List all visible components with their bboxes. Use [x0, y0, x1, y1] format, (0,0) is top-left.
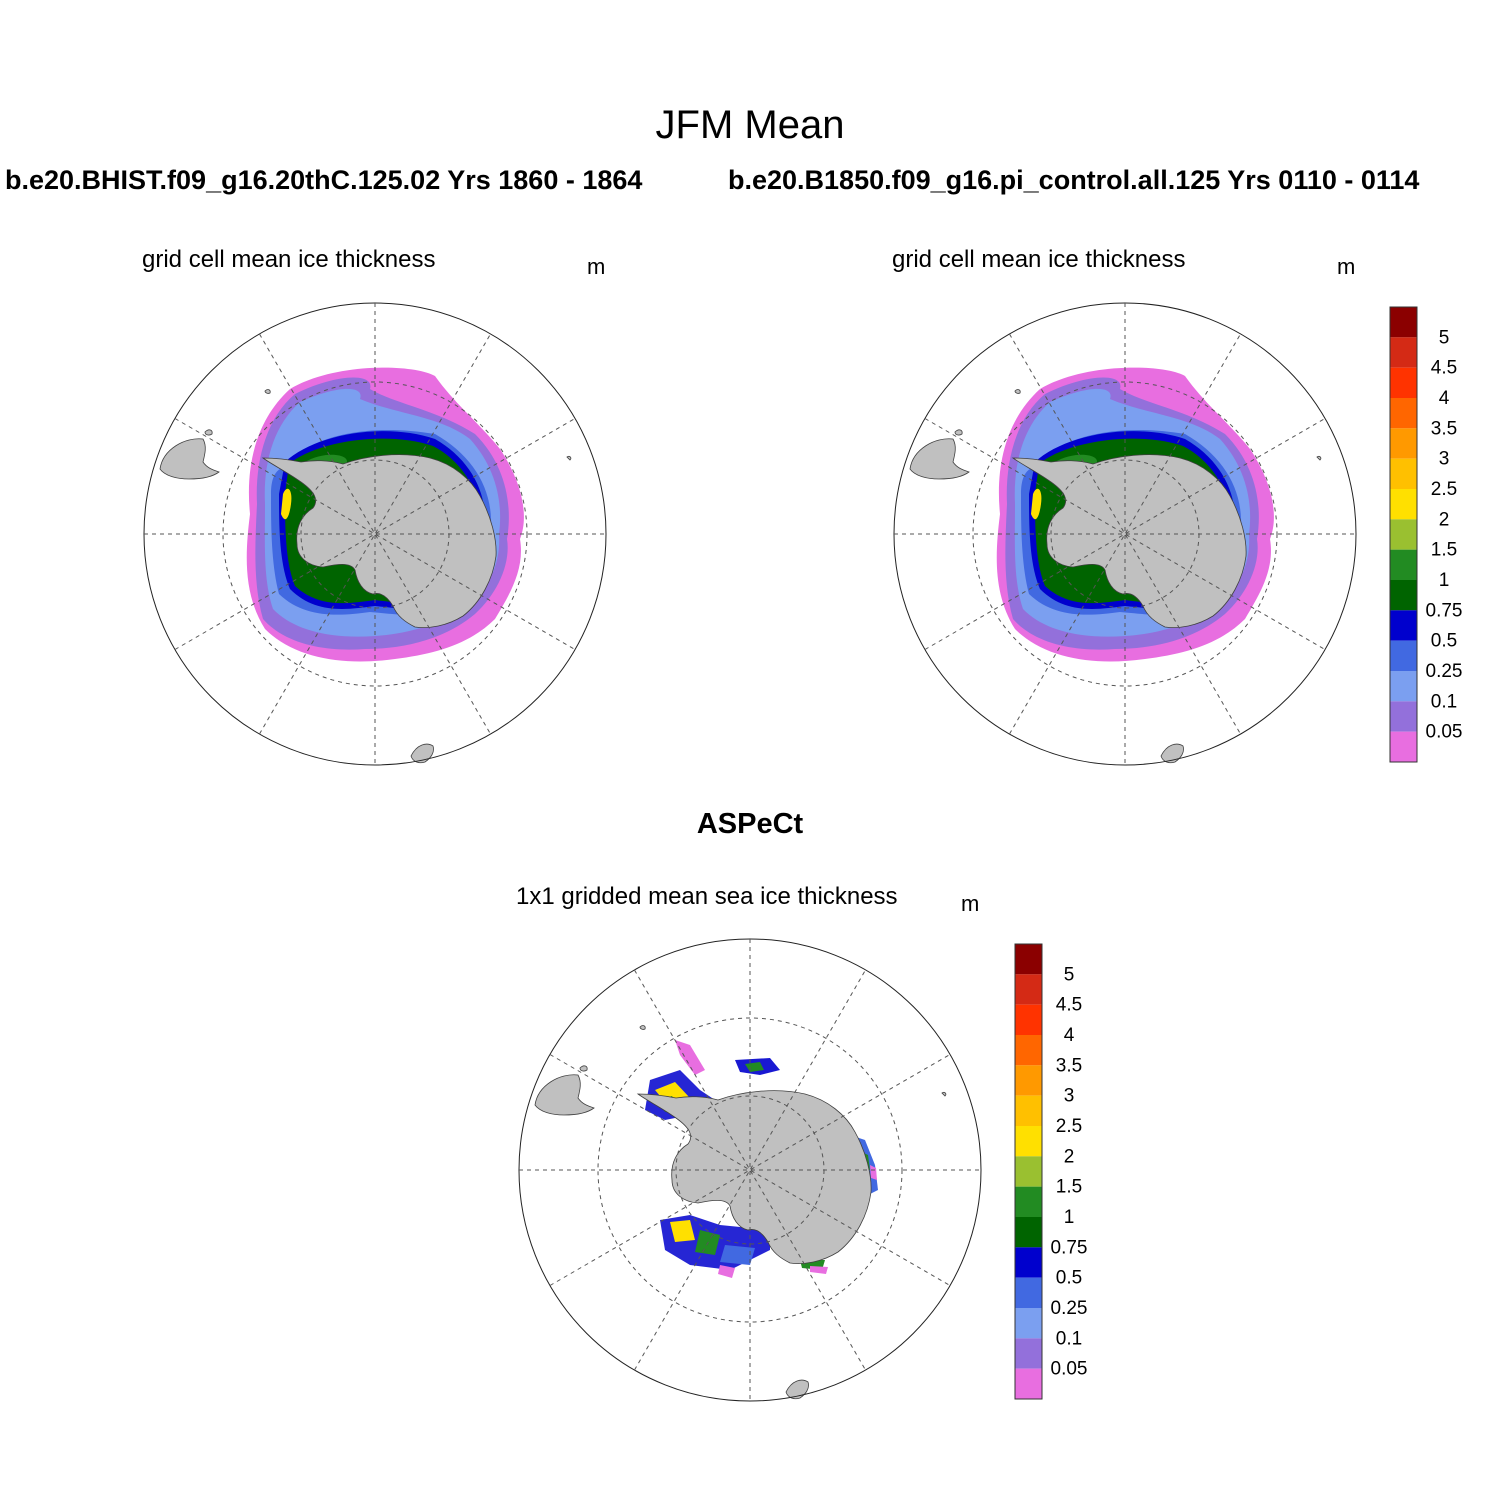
colorbar-bottom-tick-label: 2 — [1064, 1146, 1075, 1167]
colorbar-bottom-tick-label: 1.5 — [1056, 1177, 1082, 1198]
colorbar-bottom-tick-label: 5 — [1064, 964, 1075, 985]
figure-title: JFM Mean — [655, 103, 845, 147]
colorbar-top-tick-label: 0.25 — [1426, 661, 1463, 682]
colorbar-bottom-tick-label: 3.5 — [1056, 1055, 1082, 1076]
colorbar-bottom-swatch — [1015, 1156, 1042, 1187]
colorbar-bottom-swatch — [1015, 1277, 1042, 1308]
colorbar-top-swatch — [1390, 489, 1417, 520]
colorbar-bottom-tick-label: 0.05 — [1051, 1359, 1088, 1380]
colorbar-bottom: 5 4.5 4 3.5 3 2.5 2 1.5 1 0.75 0.5 0.25 0.1 0.05 — [1014, 943, 1088, 1400]
colorbar-top-swatch — [1390, 519, 1417, 550]
colorbar-bottom-border — [1014, 943, 1043, 1400]
colorbar-top-tick-label: 0.1 — [1431, 691, 1457, 712]
variable-label-model: grid cell mean ice thickness — [142, 246, 436, 273]
colorbar-bottom-swatch — [1015, 1308, 1042, 1339]
colorbar-top-swatch — [1390, 610, 1417, 641]
colorbar-top-tick-label: 3.5 — [1431, 418, 1457, 439]
colorbar-top-swatch — [1390, 701, 1417, 732]
colorbar-top-tick-label: 2 — [1439, 509, 1450, 530]
colorbar-bottom-tick-label: 1 — [1064, 1207, 1075, 1228]
colorbar-bottom-swatch — [1015, 1368, 1042, 1399]
colorbar-top-swatch — [1390, 398, 1417, 429]
panel-header-model: b.e20.BHIST.f09_g16.20thC.125.02 Yrs 186… — [5, 165, 643, 195]
colorbar-top-swatch — [1390, 458, 1417, 489]
units-label-model: m — [587, 254, 606, 279]
colorbar-bottom-swatch — [1015, 944, 1042, 975]
colorbar-top-tick-label: 0.05 — [1426, 722, 1463, 743]
colorbar-top-swatch — [1390, 731, 1417, 762]
colorbar-bottom-tick-label: 2.5 — [1056, 1116, 1082, 1137]
colorbar-top-tick-label: 4.5 — [1431, 358, 1457, 379]
colorbar-bottom-tick-label: 0.25 — [1051, 1298, 1088, 1319]
colorbar-top-swatch — [1390, 337, 1417, 368]
colorbar-bottom-swatch — [1015, 1186, 1042, 1217]
map-control — [893, 302, 1357, 766]
colorbar-bottom-swatch — [1015, 974, 1042, 1005]
colorbar-top-tick-label: 0.75 — [1426, 600, 1463, 621]
colorbar-top-tick-label: 0.5 — [1431, 631, 1457, 652]
colorbar-bottom-swatch — [1015, 1247, 1042, 1278]
colorbar-top-swatch — [1390, 367, 1417, 398]
colorbar-top: 5 4.5 4 3.5 3 2.5 2 1.5 1 0.75 0.5 0.25 0.1 0.05 — [1389, 306, 1463, 763]
colorbar-bottom-swatch — [1015, 1338, 1042, 1369]
colorbar-bottom-tick-label: 0.1 — [1056, 1328, 1082, 1349]
colorbar-top-tick-label: 1.5 — [1431, 540, 1457, 561]
variable-label-observations: 1x1 gridded mean sea ice thickness — [516, 883, 898, 910]
units-label-control: m — [1337, 254, 1356, 279]
colorbar-bottom-swatch — [1015, 1004, 1042, 1035]
colorbar-top-swatch — [1390, 428, 1417, 459]
colorbar-bottom-tick-label: 4.5 — [1056, 995, 1082, 1016]
panel-header-observations: ASPeCt — [696, 808, 804, 840]
colorbar-bottom-tick-label: 0.5 — [1056, 1268, 1082, 1289]
panel-header-control: b.e20.B1850.f09_g16.pi_control.all.125 Y… — [728, 165, 1420, 195]
colorbar-bottom-tick-label: 3 — [1064, 1086, 1075, 1107]
colorbar-bottom-swatch — [1015, 1065, 1042, 1096]
colorbar-top-border — [1389, 306, 1418, 763]
colorbar-bottom-tick-label: 0.75 — [1051, 1237, 1088, 1258]
colorbar-bottom-swatch — [1015, 1095, 1042, 1126]
colorbar-bottom-swatch — [1015, 1217, 1042, 1248]
colorbar-top-tick-label: 5 — [1439, 327, 1450, 348]
colorbar-top-tick-label: 2.5 — [1431, 479, 1457, 500]
units-label-observations: m — [961, 891, 980, 916]
colorbar-top-swatch — [1390, 580, 1417, 611]
colorbar-bottom-swatch — [1015, 1035, 1042, 1066]
colorbar-top-tick-label: 4 — [1439, 388, 1450, 409]
variable-label-control: grid cell mean ice thickness — [892, 246, 1186, 273]
colorbar-bottom-tick-label: 4 — [1064, 1025, 1075, 1046]
colorbar-top-swatch — [1390, 671, 1417, 702]
colorbar-top-tick-label: 3 — [1439, 449, 1450, 470]
colorbar-top-swatch — [1390, 549, 1417, 580]
map-model — [143, 302, 607, 766]
colorbar-top-swatch — [1390, 640, 1417, 671]
colorbar-top-swatch — [1390, 307, 1417, 338]
map-observations — [518, 938, 982, 1402]
colorbar-top-tick-label: 1 — [1439, 570, 1450, 591]
colorbar-bottom-swatch — [1015, 1126, 1042, 1157]
